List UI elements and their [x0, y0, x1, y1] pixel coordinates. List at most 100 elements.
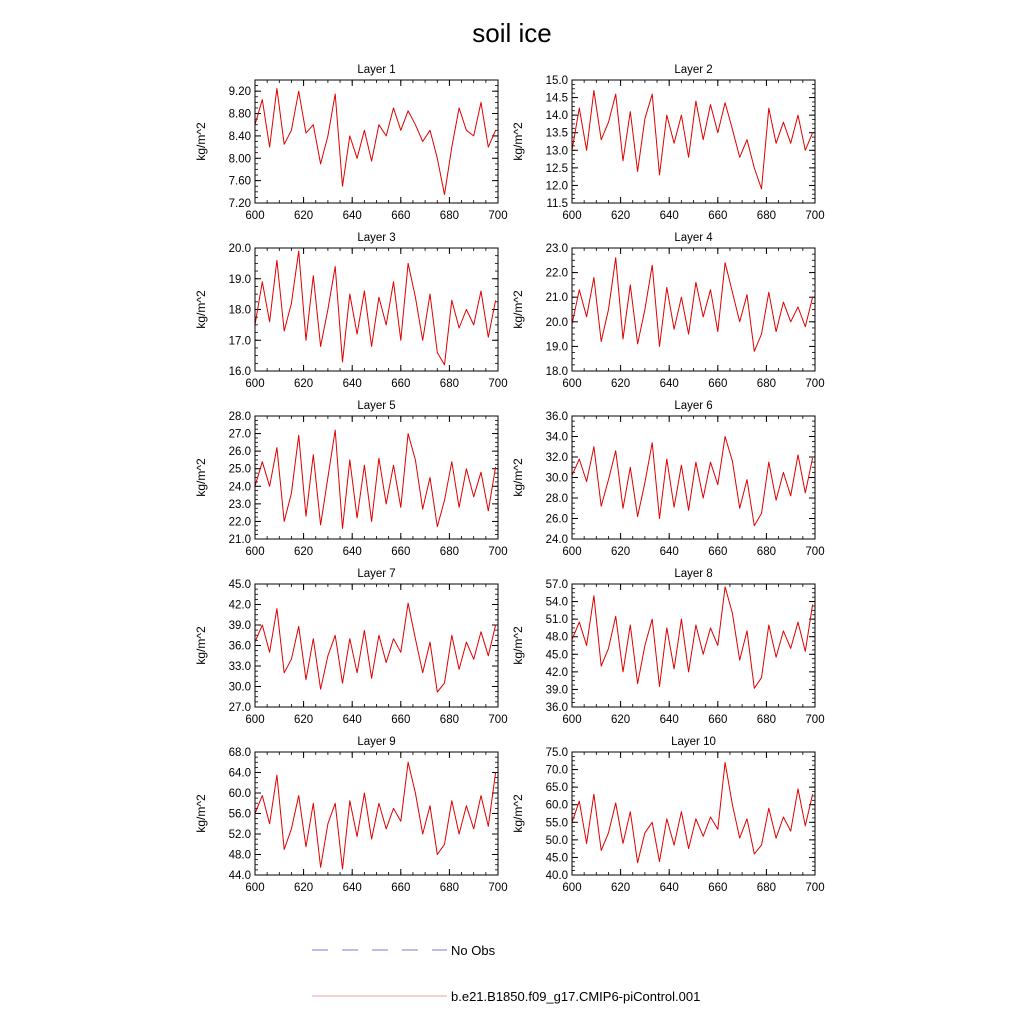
y-tick-label: 28.0: [546, 493, 568, 505]
y-tick-label: 8.40: [229, 131, 251, 143]
y-tick-label: 45.0: [229, 579, 251, 591]
x-tick-label: 600: [245, 714, 264, 726]
y-tick-label: 19.0: [546, 341, 568, 353]
chart-panels: Layer 1 kg/m^2 7.20 7.60 8.00 8.40 8.80 9.20 600…: [194, 64, 825, 894]
x-tick-label: 620: [611, 714, 630, 726]
y-tick-label: 19.0: [229, 274, 251, 286]
plot-frame: [254, 751, 499, 876]
y-tick-label: 21.0: [546, 292, 568, 304]
plot-frame: [254, 79, 499, 204]
x-tick-label: 660: [391, 882, 410, 894]
y-tick-label: 24.0: [546, 534, 568, 546]
y-tick-label: 17.0: [229, 335, 251, 347]
y-tick-label: 32.0: [546, 452, 568, 464]
y-tick-label: 16.0: [229, 366, 251, 378]
x-tick-label: 680: [440, 546, 459, 558]
panel-title: Layer 5: [357, 400, 395, 412]
y-tick-label: 55.0: [546, 817, 568, 829]
y-tick-label: 36.0: [546, 411, 568, 423]
x-tick-label: 620: [611, 882, 630, 894]
x-tick-label: 640: [660, 546, 679, 558]
y-tick-label: 22.0: [229, 516, 251, 528]
x-tick-label: 600: [562, 378, 581, 390]
panel-layer-6: Layer 6 kg/m^2 24.0 26.0 28.0 30.0 32.0 34.0 36.…: [511, 400, 825, 558]
x-tick-label: 680: [440, 714, 459, 726]
y-tick-label: 39.0: [229, 620, 251, 632]
x-tick-label: 600: [562, 714, 581, 726]
x-tick-label: 640: [660, 714, 679, 726]
x-tick-label: 660: [708, 210, 727, 222]
panel-title: Layer 8: [674, 568, 712, 580]
x-tick-label: 600: [245, 210, 264, 222]
x-tick-label: 600: [245, 546, 264, 558]
y-tick-label: 45.0: [546, 852, 568, 864]
y-tick-label: 68.0: [229, 747, 251, 759]
x-tick-label: 680: [440, 882, 459, 894]
x-tick-label: 660: [391, 546, 410, 558]
series-line: [254, 429, 497, 529]
y-tick-label: 8.80: [229, 109, 251, 121]
y-axis-label: kg/m^2: [194, 122, 208, 161]
y-tick-label: 23.0: [229, 499, 251, 511]
series-line: [254, 87, 497, 196]
series-line: [254, 761, 497, 870]
x-tick-label: 660: [708, 378, 727, 390]
y-tick-label: 64.0: [229, 768, 251, 780]
y-tick-label: 24.0: [229, 481, 251, 493]
series-line: [254, 250, 497, 366]
legend: No Obs b.e21.B1850.f09_g17.CMIP6-piContr…: [312, 943, 700, 1004]
x-tick-label: 600: [245, 882, 264, 894]
panel-title: Layer 7: [357, 568, 395, 580]
panel-layer-9: Layer 9 kg/m^2 44.0 48.0 52.0 56.0 60.0 64.0 68.…: [194, 736, 508, 894]
y-axis-label: kg/m^2: [511, 626, 525, 665]
y-tick-label: 12.5: [546, 163, 568, 175]
y-tick-label: 44.0: [229, 870, 251, 882]
y-tick-label: 20.0: [546, 317, 568, 329]
plot-frame: [254, 583, 499, 708]
y-axis-label: kg/m^2: [194, 794, 208, 833]
y-tick-label: 45.0: [546, 649, 568, 661]
x-tick-label: 700: [805, 210, 824, 222]
x-tick-label: 620: [611, 546, 630, 558]
y-axis-label: kg/m^2: [194, 626, 208, 665]
x-tick-label: 700: [488, 882, 507, 894]
y-axis-label: kg/m^2: [194, 458, 208, 497]
legend-label-no-obs: No Obs: [451, 943, 496, 958]
figure-title: soil ice: [472, 18, 551, 48]
y-tick-label: 15.0: [546, 75, 568, 87]
x-tick-label: 620: [294, 210, 313, 222]
y-tick-label: 14.5: [546, 93, 568, 105]
y-tick-label: 11.5: [546, 198, 568, 210]
y-tick-label: 25.0: [229, 464, 251, 476]
series-line: [254, 602, 497, 693]
y-tick-label: 27.0: [229, 702, 251, 714]
y-tick-label: 28.0: [229, 411, 251, 423]
x-tick-label: 600: [245, 378, 264, 390]
panel-title: Layer 1: [357, 64, 395, 76]
y-tick-label: 13.5: [546, 128, 568, 140]
x-tick-label: 660: [708, 546, 727, 558]
legend-label-model: b.e21.B1850.f09_g17.CMIP6-piControl.001: [451, 989, 700, 1004]
x-tick-label: 700: [805, 714, 824, 726]
x-tick-label: 680: [757, 714, 776, 726]
y-tick-label: 30.0: [229, 682, 251, 694]
plot-frame: [254, 247, 499, 372]
series-line: [571, 436, 814, 527]
x-tick-label: 700: [488, 546, 507, 558]
plot-frame: [254, 415, 499, 540]
x-tick-label: 640: [343, 546, 362, 558]
x-tick-label: 660: [708, 714, 727, 726]
x-tick-label: 680: [440, 378, 459, 390]
y-tick-label: 27.0: [229, 429, 251, 441]
panel-title: Layer 4: [674, 232, 713, 244]
x-tick-label: 620: [294, 714, 313, 726]
y-tick-label: 60.0: [229, 788, 251, 800]
plot-frame: [571, 751, 816, 876]
x-tick-label: 680: [757, 882, 776, 894]
panel-layer-4: Layer 4 kg/m^2 18.0 19.0 20.0 21.0 22.0 23.0 600…: [511, 232, 825, 390]
y-tick-label: 51.0: [546, 614, 568, 626]
panel-title: Layer 10: [671, 736, 716, 748]
y-tick-label: 48.0: [546, 632, 568, 644]
panel-layer-1: Layer 1 kg/m^2 7.20 7.60 8.00 8.40 8.80 9.20 600…: [194, 64, 508, 222]
